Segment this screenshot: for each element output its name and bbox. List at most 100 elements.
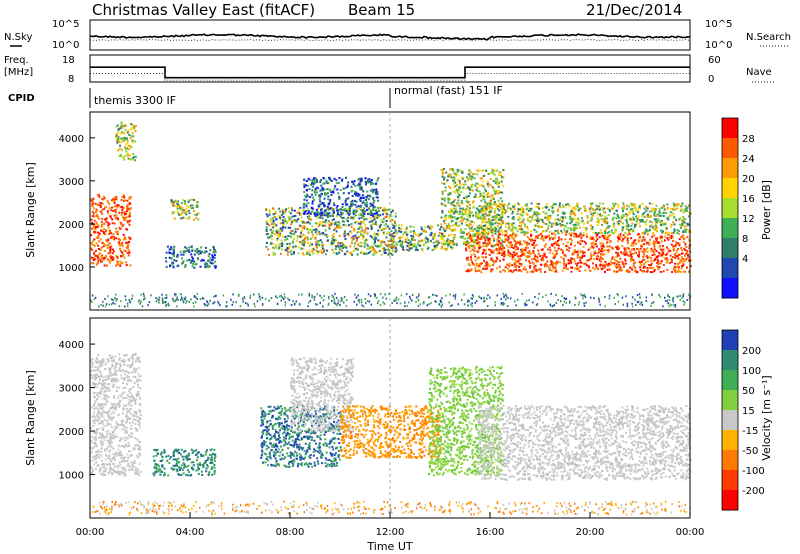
data-cell — [194, 205, 197, 208]
data-cell — [313, 177, 315, 180]
data-cell — [388, 249, 391, 251]
data-cell — [678, 253, 681, 256]
data-cell — [276, 231, 279, 234]
data-cell — [97, 225, 100, 228]
data-cell — [94, 228, 97, 231]
data-cell — [119, 250, 122, 253]
data-cell — [447, 201, 450, 204]
data-cell — [658, 236, 661, 239]
data-cell — [213, 256, 216, 259]
data-cell — [128, 241, 131, 243]
data-cell — [474, 213, 477, 216]
data-cell — [505, 230, 508, 233]
data-cell — [315, 243, 318, 246]
data-cell — [646, 256, 649, 259]
data-cell — [662, 270, 665, 273]
data-cell — [480, 199, 483, 202]
data-cell — [334, 221, 337, 224]
data-cell — [578, 234, 581, 237]
data-cell — [517, 218, 520, 221]
ground-scatter-cell — [434, 300, 436, 303]
data-cell — [563, 264, 566, 267]
data-cell — [419, 244, 422, 247]
data-cell — [478, 184, 481, 187]
data-cell — [495, 249, 498, 252]
data-cell — [288, 217, 291, 220]
data-cell — [337, 244, 340, 247]
data-cell — [127, 145, 130, 147]
data-cell — [500, 230, 503, 233]
data-cell — [577, 256, 580, 259]
data-cell — [592, 246, 595, 249]
data-cell — [501, 245, 504, 248]
ground-scatter-cell — [368, 300, 371, 303]
data-cell — [558, 236, 561, 239]
data-cell — [482, 230, 485, 233]
data-cell — [273, 213, 276, 215]
data-cell — [673, 223, 676, 226]
data-cell — [586, 220, 589, 223]
data-cell — [511, 253, 514, 256]
data-cell — [525, 241, 528, 244]
ground-scatter-cell — [100, 303, 102, 306]
data-cell — [685, 245, 688, 248]
data-cell — [462, 183, 465, 186]
data-cell — [170, 248, 173, 251]
data-cell — [171, 261, 174, 264]
data-cell — [545, 236, 547, 239]
data-cell — [338, 209, 341, 212]
data-cell — [442, 235, 445, 238]
data-cell — [643, 258, 646, 261]
data-cell — [318, 223, 321, 226]
cpid-label: CPID — [8, 93, 35, 104]
data-cell — [503, 212, 506, 215]
data-cell — [208, 266, 211, 268]
data-cell — [289, 250, 292, 253]
data-cell — [129, 219, 132, 222]
data-cell — [590, 257, 592, 260]
data-cell — [357, 214, 360, 217]
data-cell — [427, 225, 430, 228]
data-cell — [311, 189, 314, 192]
data-cell — [595, 245, 598, 248]
data-cell — [327, 198, 330, 201]
ground-scatter-cell — [625, 295, 627, 298]
data-cell — [585, 264, 588, 267]
data-cell — [478, 265, 481, 268]
ground-scatter-cell — [404, 301, 406, 304]
data-cell — [498, 222, 501, 225]
data-cell — [553, 246, 556, 249]
data-cell — [286, 247, 289, 250]
ground-scatter-cell — [280, 294, 282, 297]
data-cell — [497, 236, 500, 239]
data-cell — [658, 207, 661, 210]
data-cell — [511, 225, 514, 228]
data-cell — [496, 252, 499, 255]
data-cell — [281, 227, 284, 229]
data-cell — [393, 235, 396, 238]
data-cell — [667, 250, 670, 253]
nave-label: Nave — [746, 67, 772, 78]
data-cell — [265, 208, 268, 210]
data-cell — [633, 248, 636, 251]
data-cell — [570, 243, 572, 246]
data-cell — [561, 220, 564, 223]
data-cell — [412, 230, 415, 233]
data-cell — [94, 202, 97, 205]
data-cell — [356, 248, 359, 251]
data-cell — [496, 206, 498, 209]
data-cell — [625, 253, 628, 256]
data-cell — [370, 226, 373, 229]
data-cell — [390, 234, 393, 237]
data-cell — [212, 245, 215, 248]
data-cell — [100, 238, 102, 241]
data-cell — [417, 243, 420, 246]
data-cell — [265, 221, 268, 224]
data-cell — [325, 249, 328, 252]
data-cell — [551, 209, 554, 212]
data-cell — [342, 216, 345, 219]
data-cell — [491, 222, 494, 225]
data-cell — [453, 200, 455, 203]
data-cell — [120, 255, 122, 258]
ground-scatter-cell — [280, 299, 282, 302]
